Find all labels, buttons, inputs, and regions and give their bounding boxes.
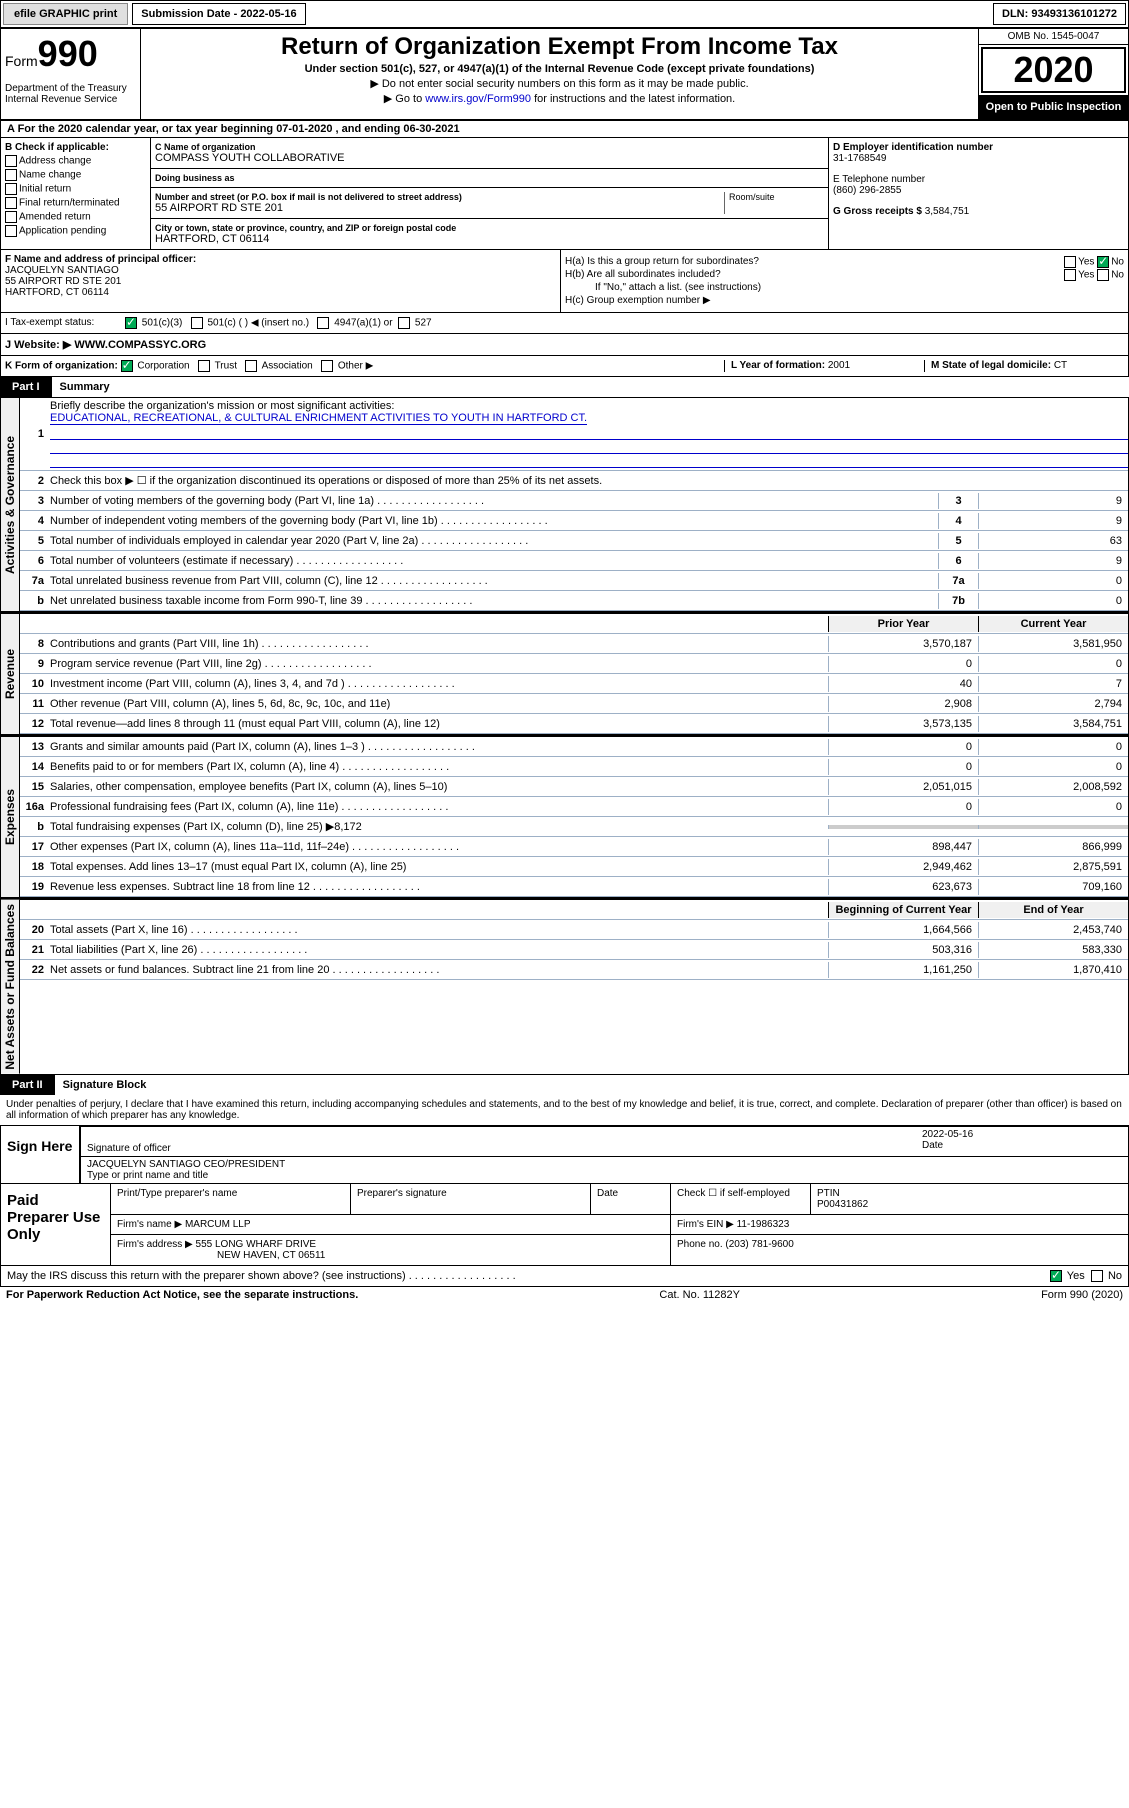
tax-period: A For the 2020 calendar year, or tax yea…	[0, 120, 1129, 138]
gross-receipts: 3,584,751	[925, 206, 970, 217]
officer-name: JACQUELYN SANTIAGO	[5, 265, 556, 276]
org-name: COMPASS YOUTH COLLABORATIVE	[155, 152, 824, 164]
ptin: P00431862	[817, 1199, 868, 1210]
phone: (860) 296-2855	[833, 185, 1124, 196]
vlabel-governance: Activities & Governance	[1, 398, 20, 611]
form-title: Return of Organization Exempt From Incom…	[149, 33, 970, 61]
submission-date: Submission Date - 2022-05-16	[132, 3, 305, 25]
officer-signature-name: JACQUELYN SANTIAGO CEO/PRESIDENT	[87, 1159, 1122, 1170]
firm-phone: (203) 781-9600	[725, 1239, 793, 1250]
section-m: M State of legal domicile: CT	[924, 360, 1124, 372]
page-footer: For Paperwork Reduction Act Notice, see …	[0, 1287, 1129, 1303]
omb-number: OMB No. 1545-0047	[979, 29, 1128, 45]
discuss-row: May the IRS discuss this return with the…	[0, 1266, 1129, 1287]
vlabel-revenue: Revenue	[1, 614, 20, 734]
form-header: Form990 Department of the Treasury Inter…	[0, 28, 1129, 120]
section-f: F Name and address of principal officer:…	[1, 250, 561, 312]
note-link: ▶ Go to www.irs.gov/Form990 for instruct…	[149, 92, 970, 105]
section-i: I Tax-exempt status: 501(c)(3) 501(c) ( …	[0, 313, 1129, 334]
sign-here: Sign Here Signature of officer 2022-05-1…	[0, 1125, 1129, 1184]
dept-label: Department of the Treasury Internal Reve…	[5, 83, 136, 105]
note-ssn: ▶ Do not enter social security numbers o…	[149, 77, 970, 90]
signature-declaration: Under penalties of perjury, I declare th…	[0, 1095, 1129, 1125]
org-address: 55 AIRPORT RD STE 201	[155, 202, 724, 214]
section-k: K Form of organization: Corporation Trus…	[5, 360, 724, 372]
dln: DLN: 93493136101272	[993, 3, 1126, 25]
ein: 31-1768549	[833, 153, 1124, 164]
website: WWW.COMPASSYC.ORG	[74, 339, 206, 351]
section-b: B Check if applicable: Address change Na…	[1, 138, 151, 249]
mission: EDUCATIONAL, RECREATIONAL, & CULTURAL EN…	[50, 412, 587, 425]
topbar: efile GRAPHIC print Submission Date - 20…	[0, 0, 1129, 28]
tax-year: 2020	[981, 47, 1126, 93]
form-number: 990	[38, 33, 98, 74]
firm-ein: 11-1986323	[737, 1219, 790, 1230]
vlabel-netassets: Net Assets or Fund Balances	[1, 900, 20, 1074]
form-subtitle: Under section 501(c), 527, or 4947(a)(1)…	[149, 63, 970, 75]
part2-header: Part II Signature Block	[0, 1075, 1129, 1095]
paid-preparer: Paid Preparer Use Only Print/Type prepar…	[0, 1184, 1129, 1266]
section-de: D Employer identification number 31-1768…	[828, 138, 1128, 249]
section-j: J Website: ▶ WWW.COMPASSYC.ORG	[0, 334, 1129, 356]
part1-header: Part I Summary	[0, 377, 1129, 397]
vlabel-expenses: Expenses	[1, 737, 20, 897]
inspection-label: Open to Public Inspection	[979, 95, 1128, 119]
section-h: H(a) Is this a group return for subordin…	[561, 250, 1128, 312]
form-word: Form	[5, 53, 38, 69]
section-l: L Year of formation: 2001	[724, 360, 924, 372]
irs-link[interactable]: www.irs.gov/Form990	[425, 93, 531, 105]
firm-name: MARCUM LLP	[185, 1219, 251, 1230]
section-c: C Name of organization COMPASS YOUTH COL…	[151, 138, 828, 249]
efile-button[interactable]: efile GRAPHIC print	[3, 3, 128, 25]
org-city: HARTFORD, CT 06114	[155, 233, 824, 245]
